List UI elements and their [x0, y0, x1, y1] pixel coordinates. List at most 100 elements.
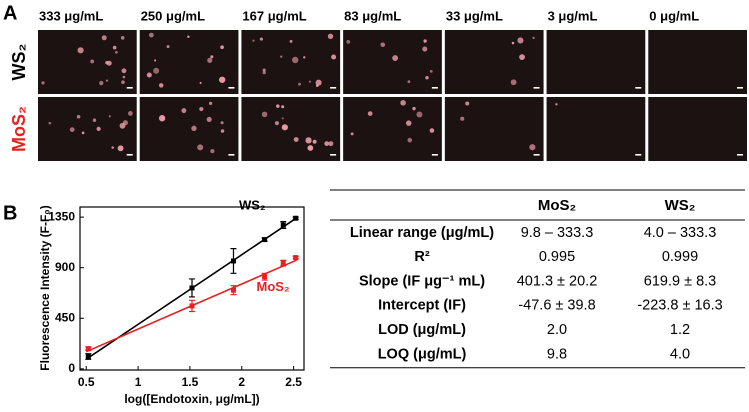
particle: [220, 45, 224, 50]
particle: [92, 118, 97, 122]
particle: [281, 124, 288, 131]
particle: [367, 111, 373, 116]
y-tick-label: 1350: [48, 209, 75, 223]
micrograph: [546, 97, 646, 161]
row-label: MoS₂: [9, 106, 29, 152]
data-point: [230, 287, 236, 293]
particle: [324, 141, 330, 147]
y-tick-label: 900: [55, 260, 75, 274]
particle: [261, 111, 268, 118]
data-point: [280, 222, 286, 228]
particle: [305, 137, 312, 144]
table-cell: 4.0: [670, 346, 690, 362]
data-point: [85, 346, 91, 352]
particle: [312, 139, 317, 144]
particle: [99, 80, 104, 86]
particle: [96, 126, 101, 131]
scale-bar: [533, 154, 540, 156]
concentration-label: 3 μg/mL: [548, 8, 598, 23]
particle: [405, 120, 412, 126]
particle: [292, 56, 299, 64]
particle: [108, 115, 111, 118]
scale-bar: [330, 87, 337, 89]
micrograph: [38, 30, 137, 94]
data-point: [262, 237, 268, 243]
particle: [41, 81, 45, 85]
particle: [115, 50, 118, 54]
particle: [149, 32, 154, 38]
data-point: [189, 285, 195, 291]
particle: [122, 75, 126, 79]
table-row-label: LOQ (μg/mL): [378, 346, 467, 362]
particle: [220, 129, 225, 133]
plot-frame: [79, 206, 305, 371]
series-label: MoS₂: [256, 279, 289, 294]
particle: [220, 121, 224, 125]
particle: [400, 100, 406, 106]
micrograph: [139, 97, 239, 161]
particle: [105, 79, 109, 82]
concentration-label: 83 μg/mL: [344, 8, 401, 23]
particle: [127, 111, 133, 116]
particle: [146, 72, 152, 78]
particle: [121, 80, 125, 85]
particle: [308, 80, 312, 83]
panel-label: A: [3, 2, 17, 24]
particle: [422, 46, 428, 52]
particle: [262, 68, 266, 72]
particle: [158, 115, 166, 122]
particle: [328, 141, 334, 147]
table-row-label: Intercept (IF): [378, 298, 466, 314]
scale-bar: [228, 154, 235, 156]
data-point: [230, 258, 236, 264]
particle: [158, 83, 164, 88]
scale-bar: [431, 87, 438, 89]
particle: [274, 121, 280, 126]
micrograph: [444, 30, 544, 94]
x-tick-label: 0.5: [78, 375, 95, 389]
particle: [281, 117, 284, 120]
particle: [555, 103, 558, 106]
particle: [423, 39, 427, 43]
particle: [259, 37, 263, 41]
particle: [197, 144, 204, 151]
particle: [122, 120, 128, 126]
scale-bar: [737, 154, 743, 156]
micrograph: [546, 30, 646, 94]
particle: [425, 76, 429, 80]
x-tick-label: 1: [135, 375, 142, 389]
table-cell: 0.995: [539, 249, 575, 265]
scale-bar: [635, 87, 642, 89]
particle: [532, 36, 535, 40]
particle: [120, 36, 125, 40]
particle: [407, 137, 413, 143]
particle: [429, 70, 433, 73]
particle: [206, 116, 212, 123]
table-cell: 619.9 ± 8.3: [644, 273, 716, 289]
particle: [90, 59, 95, 64]
particle: [380, 42, 386, 48]
data-point: [262, 274, 268, 280]
particle: [154, 59, 157, 62]
data-point: [293, 215, 299, 221]
particle: [199, 81, 202, 84]
data-point: [280, 260, 286, 266]
particle: [303, 56, 306, 59]
scale-bar: [533, 87, 540, 89]
particle: [281, 105, 285, 109]
y-tick-label: 0: [68, 361, 75, 375]
particle: [199, 106, 204, 112]
concentration-label: 0 μg/mL: [649, 8, 699, 23]
particle: [106, 60, 112, 66]
particle: [77, 47, 84, 54]
particle: [529, 144, 536, 151]
particle: [69, 127, 75, 132]
scale-bar: [737, 87, 743, 89]
particle: [101, 35, 107, 41]
concentration-label: 167 μg/mL: [242, 8, 306, 23]
particle: [280, 55, 283, 58]
particle: [207, 57, 213, 63]
particle: [187, 35, 190, 38]
particle: [392, 55, 399, 61]
